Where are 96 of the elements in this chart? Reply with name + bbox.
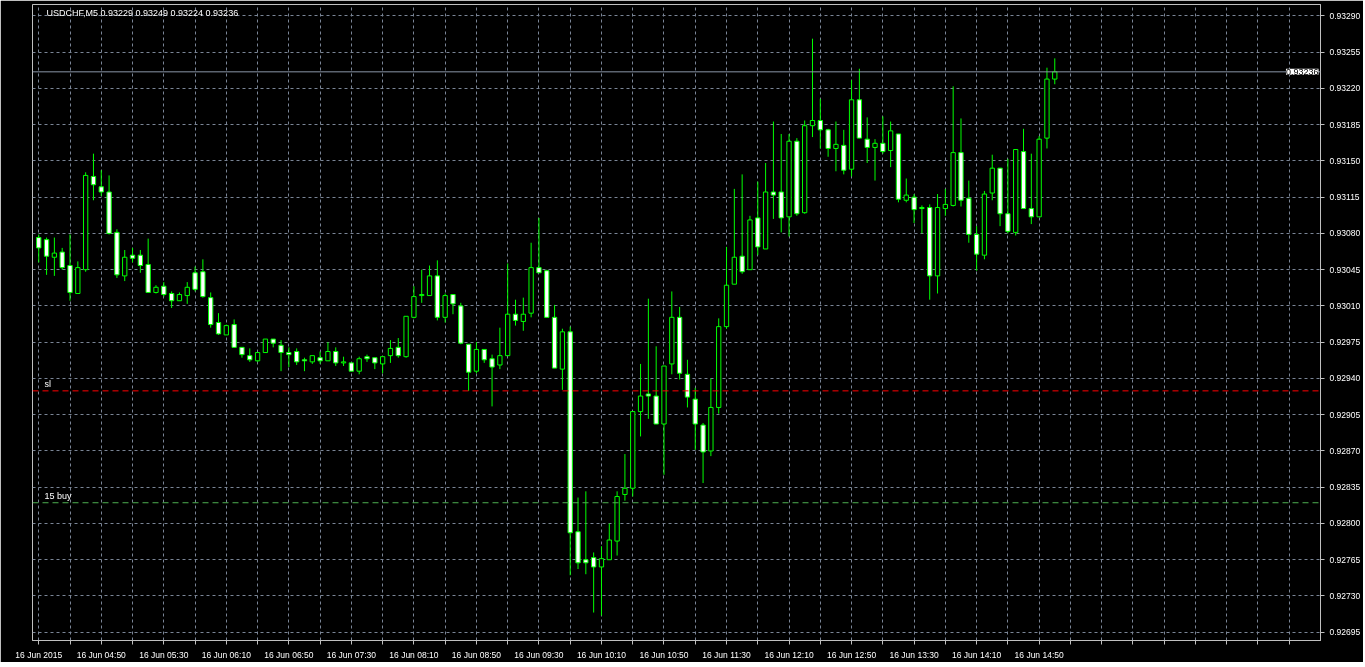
y-tick-label: 0.92695 bbox=[1329, 627, 1361, 638]
y-tick-label: 0.93115 bbox=[1329, 192, 1360, 203]
y-tick-label: 0.92730 bbox=[1329, 590, 1361, 601]
y-tick-label: 0.92800 bbox=[1329, 518, 1361, 529]
candlestick bbox=[36, 233, 42, 263]
y-tick-label: 0.93080 bbox=[1329, 228, 1361, 239]
candlestick bbox=[864, 116, 870, 164]
candlestick bbox=[231, 318, 237, 348]
candlestick bbox=[122, 249, 128, 282]
candlestick bbox=[387, 339, 394, 364]
chart-title: USDCHF,M5 0.93229 0.93249 0.93224 0.93236 bbox=[46, 7, 239, 18]
candlestick bbox=[497, 327, 503, 370]
candlestick bbox=[43, 237, 50, 276]
y-tick-label: 0.93010 bbox=[1329, 300, 1361, 311]
candlestick bbox=[473, 341, 480, 374]
x-tick-label: 16 Jun 10:50 bbox=[639, 649, 689, 660]
y-tick-label: 0.92835 bbox=[1329, 482, 1361, 493]
candlestick bbox=[192, 266, 198, 292]
candlestick bbox=[419, 269, 425, 304]
candlestick bbox=[911, 193, 917, 224]
x-tick-label: 16 Jun 07:30 bbox=[326, 649, 377, 660]
x-tick-label: 16 Jun 10:10 bbox=[576, 649, 627, 660]
candlestick bbox=[364, 354, 370, 363]
candlestick bbox=[98, 169, 104, 197]
candlestick bbox=[637, 363, 644, 437]
candlestick bbox=[90, 153, 97, 201]
candlestick bbox=[51, 237, 58, 277]
candlestick bbox=[919, 204, 925, 234]
candlestick bbox=[1052, 57, 1058, 85]
candlestick bbox=[684, 359, 691, 408]
x-tick-label: 16 Jun 06:10 bbox=[201, 649, 252, 660]
candlestick bbox=[1005, 158, 1011, 234]
candlestick bbox=[450, 294, 456, 315]
candlestick bbox=[942, 188, 948, 217]
candlestick bbox=[598, 545, 605, 617]
candlestick bbox=[739, 173, 745, 275]
y-tick-label: 0.92940 bbox=[1329, 373, 1361, 384]
y-tick-label: 0.92905 bbox=[1329, 409, 1361, 420]
candlestick bbox=[411, 285, 417, 319]
candlestick bbox=[184, 281, 190, 305]
candlestick bbox=[426, 265, 433, 297]
candlestick bbox=[278, 339, 284, 372]
x-tick-label: 16 Jun 08:50 bbox=[451, 649, 502, 660]
candlestick bbox=[833, 121, 839, 172]
ref-line-label: sl bbox=[44, 378, 51, 389]
candlestick bbox=[770, 121, 777, 220]
y-tick-label: 0.93290 bbox=[1329, 10, 1361, 21]
candlestick bbox=[973, 225, 980, 272]
candlestick bbox=[606, 522, 612, 561]
x-tick-label: 16 Jun 04:50 bbox=[76, 649, 127, 660]
y-tick-label: 0.93150 bbox=[1329, 155, 1361, 166]
candlestick bbox=[325, 341, 331, 362]
candlestick bbox=[622, 453, 628, 502]
x-tick-label: 16 Jun 13:30 bbox=[889, 649, 939, 660]
candlestick bbox=[59, 247, 65, 271]
candlestick bbox=[1028, 153, 1034, 225]
candlestick bbox=[395, 337, 401, 359]
x-tick-label: 16 Jun 14:50 bbox=[1014, 649, 1064, 660]
y-tick-label: 0.93185 bbox=[1329, 119, 1361, 130]
y-tick-label: 0.93045 bbox=[1329, 264, 1361, 275]
candlestick bbox=[591, 551, 597, 614]
candlestick bbox=[583, 490, 589, 575]
candlestick bbox=[872, 138, 878, 182]
candlestick bbox=[888, 121, 894, 168]
candlestick bbox=[512, 299, 519, 327]
candlestick bbox=[215, 312, 222, 336]
ref-line-label: 0.93236 bbox=[1285, 66, 1319, 77]
candlestick bbox=[825, 128, 831, 158]
y-tick-label: 0.92975 bbox=[1329, 337, 1361, 348]
x-tick-label: 16 Jun 12:10 bbox=[764, 649, 814, 660]
y-tick-label: 0.93220 bbox=[1329, 83, 1361, 94]
candlestick bbox=[286, 346, 292, 368]
candlestick bbox=[903, 178, 909, 203]
candlestick bbox=[442, 293, 448, 323]
candlestick bbox=[536, 217, 542, 274]
y-tick-label: 0.92765 bbox=[1329, 554, 1361, 565]
x-tick-label: 16 Jun 08:10 bbox=[389, 649, 439, 660]
x-tick-label: 16 Jun 14:10 bbox=[952, 649, 1002, 660]
x-tick-label: 16 Jun 2015 bbox=[15, 649, 63, 660]
candlestick bbox=[137, 249, 143, 274]
candlestick bbox=[333, 346, 339, 367]
ref-line-label: 15 buy bbox=[44, 490, 73, 501]
x-tick-label: 16 Jun 09:30 bbox=[514, 649, 564, 660]
x-tick-label: 16 Jun 11:30 bbox=[702, 649, 752, 660]
candlestick bbox=[489, 354, 495, 407]
x-tick-label: 16 Jun 05:30 bbox=[139, 649, 189, 660]
y-tick-label: 0.92870 bbox=[1329, 445, 1361, 456]
x-tick-label: 16 Jun 12:50 bbox=[826, 649, 877, 660]
candlestick bbox=[645, 298, 652, 420]
candlestick bbox=[817, 98, 823, 149]
candlestick bbox=[317, 351, 323, 365]
x-tick-label: 16 Jun 06:50 bbox=[264, 649, 314, 660]
y-tick-label: 0.93255 bbox=[1329, 47, 1361, 58]
candlestick bbox=[520, 297, 526, 332]
candlestick bbox=[809, 38, 816, 138]
candlestick bbox=[880, 115, 886, 155]
